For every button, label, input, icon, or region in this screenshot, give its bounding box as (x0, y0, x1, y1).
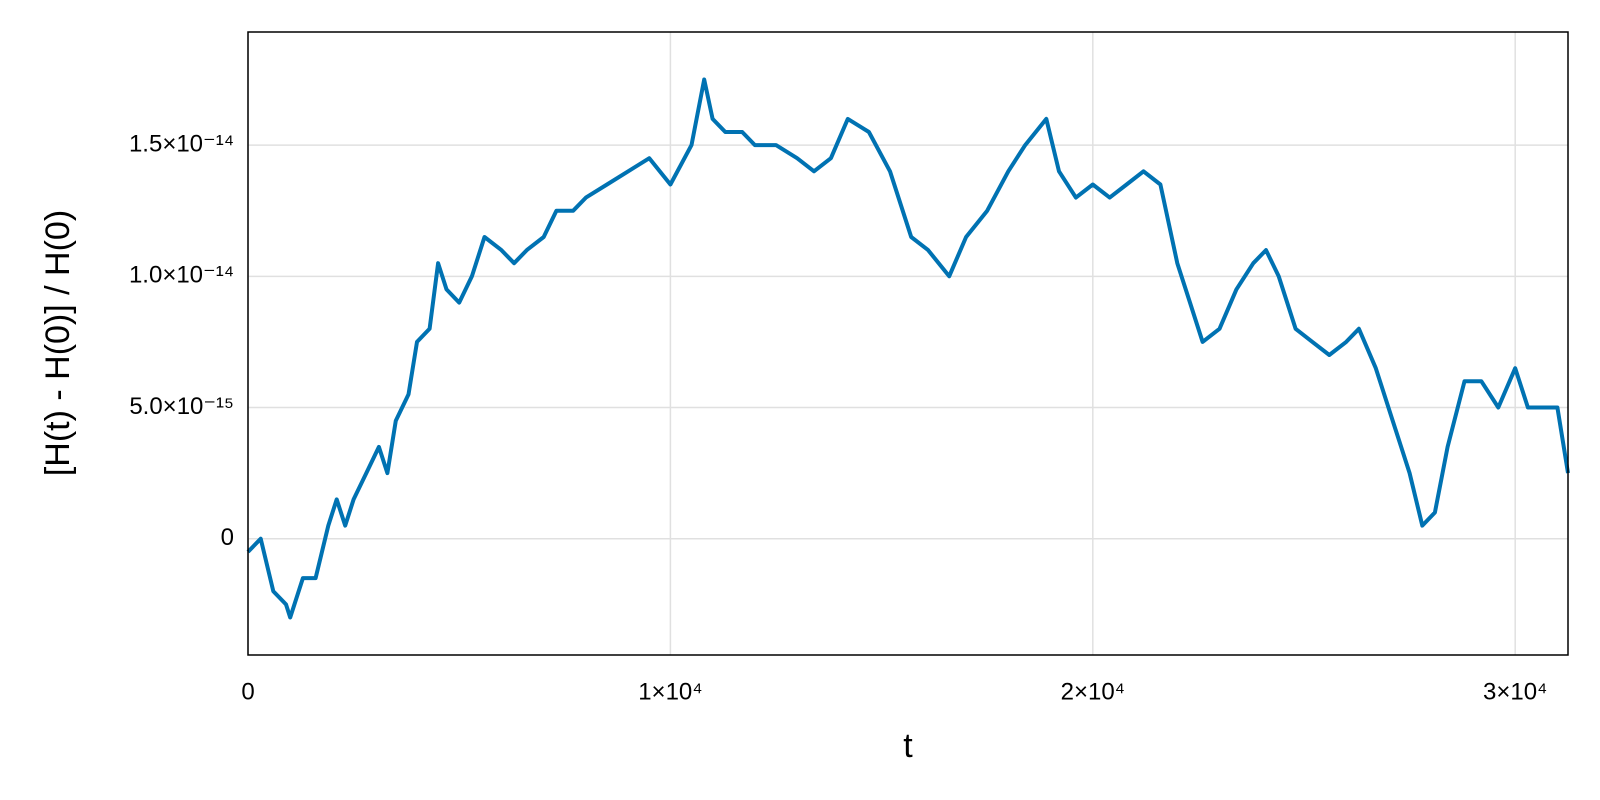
plot-frame (247, 31, 1569, 656)
y-tick-label: 0 (221, 524, 234, 551)
x-tick-label: 3×10⁴ (1483, 678, 1547, 705)
y-tick-label: 1.5×10⁻¹⁴ (129, 130, 234, 157)
x-tick-label: 1×10⁴ (638, 678, 702, 705)
data-line (246, 77, 1570, 620)
y-tick-label: 1.0×10⁻¹⁴ (129, 262, 234, 289)
x-axis-title: t (903, 727, 913, 765)
y-tick-label: 5.0×10⁻¹⁵ (129, 393, 234, 420)
x-tick-label: 0 (241, 678, 254, 705)
x-tick-label: 2×10⁴ (1061, 678, 1125, 705)
y-axis-title: [H(t) - H(0)] / H(0) (39, 210, 77, 476)
